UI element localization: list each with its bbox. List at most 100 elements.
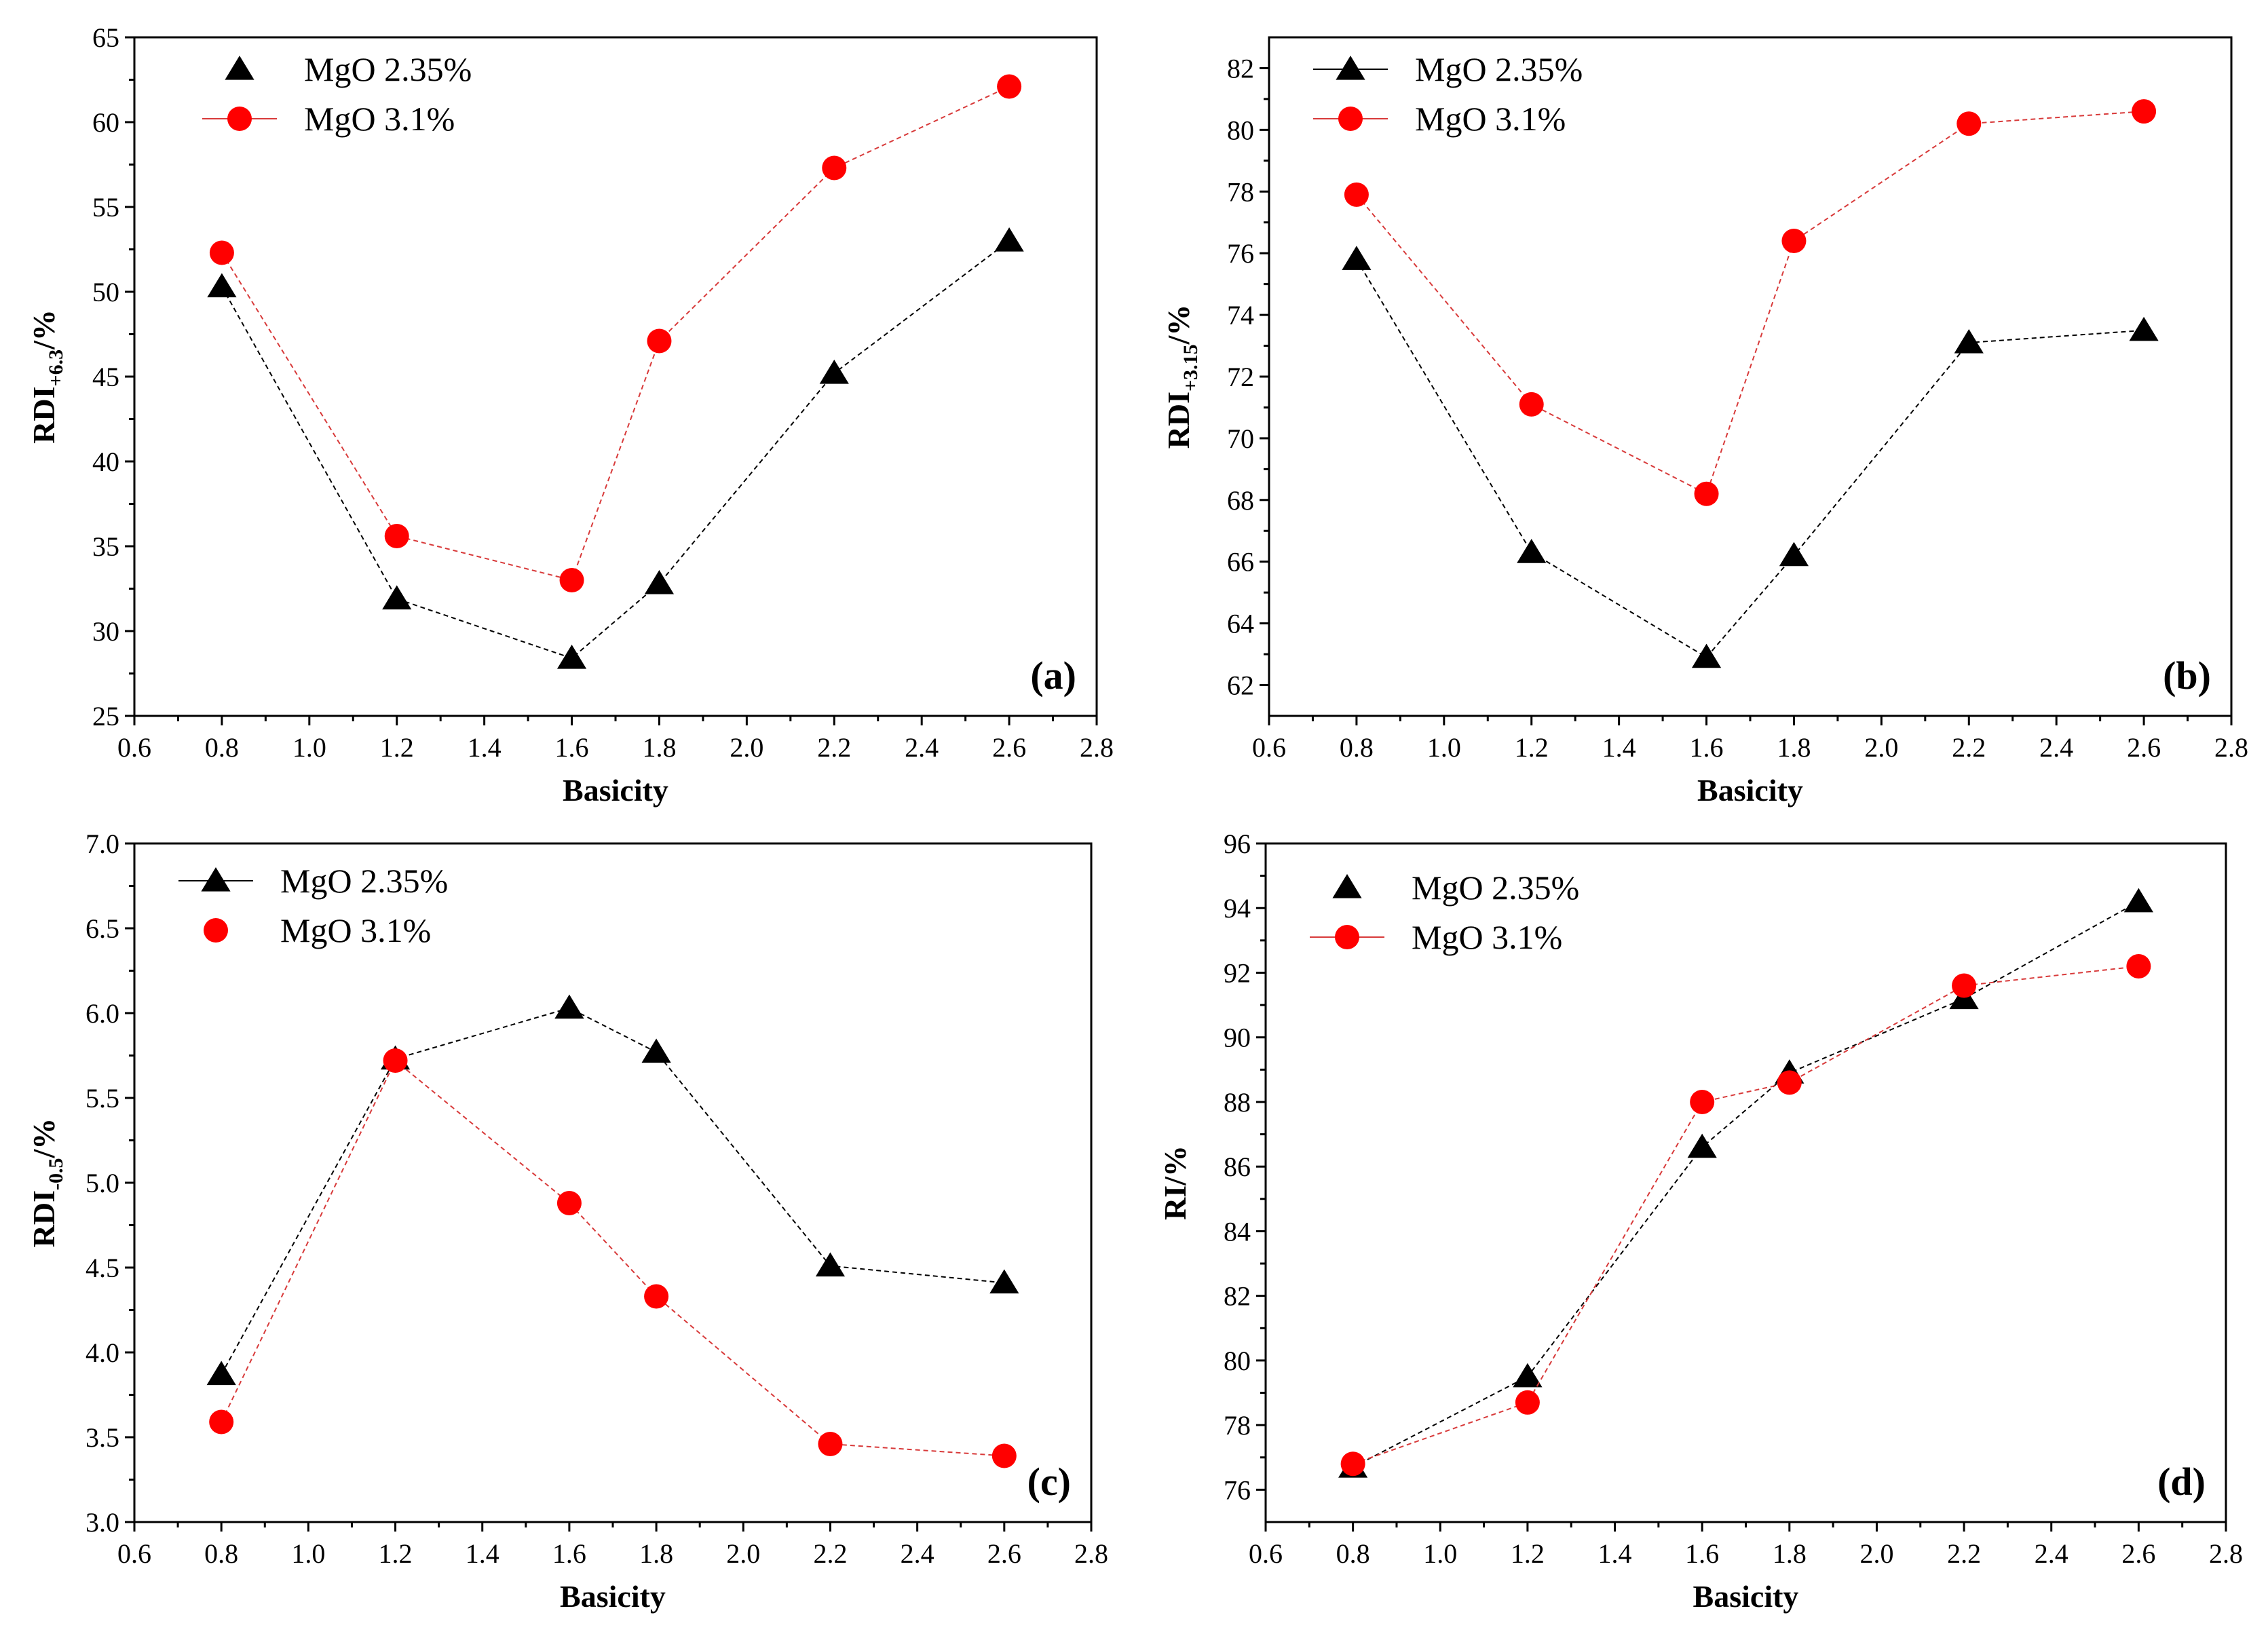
data-point-circle — [1694, 481, 1719, 506]
y-tick-label: 78 — [1227, 176, 1254, 207]
series-mgo-2-35 — [206, 994, 1019, 1386]
data-point-triangle — [815, 1252, 846, 1277]
data-point-triangle — [207, 273, 237, 298]
x-tick-label: 2.4 — [2039, 732, 2073, 763]
data-point-triangle — [989, 1269, 1019, 1294]
y-tick-label: 55 — [92, 192, 119, 223]
data-point-triangle — [1342, 246, 1372, 270]
x-tick-label: 2.2 — [817, 732, 851, 763]
y-axis-title: RDI+6.3/% — [26, 309, 67, 444]
y-axis-title-suffix: /% — [1158, 1145, 1192, 1186]
y-tick-label: 76 — [1224, 1475, 1251, 1505]
data-point-circle — [997, 74, 1022, 99]
x-tick-label: 2.6 — [987, 1538, 1021, 1569]
y-tick-label: 7.0 — [86, 829, 119, 859]
y-tick-label: 65 — [92, 22, 119, 53]
data-point-triangle — [994, 227, 1024, 252]
y-tick-label: 70 — [1227, 423, 1254, 454]
x-tick-label: 1.0 — [292, 732, 326, 763]
series-line — [221, 240, 1010, 660]
chart-panel-2: 0.6 0.8 1.0 1.2 1.4 1.6 1.8 2.0 2.2 2.4 2.6 2.8 62 64… — [1161, 36, 2248, 808]
y-tick-label: 62 — [1227, 670, 1254, 701]
x-tick-label: 1.8 — [642, 732, 676, 763]
y-tick-label: 60 — [92, 107, 119, 138]
panel-label: (a) — [1030, 653, 1076, 698]
y-tick-label: 66 — [1227, 547, 1254, 577]
y-tick-label: 30 — [92, 616, 119, 647]
y-tick-label: 74 — [1227, 300, 1254, 330]
series-line — [221, 1007, 1004, 1375]
panel-label: (d) — [2157, 1460, 2206, 1504]
data-point-circle — [818, 1432, 843, 1456]
legend-marker-circle — [1338, 107, 1363, 131]
x-tick-label: 0.6 — [117, 1538, 151, 1569]
data-point-triangle — [556, 645, 587, 669]
x-tick-label: 0.8 — [204, 1538, 238, 1569]
series-line — [221, 1059, 1004, 1457]
x-tick-label: 0.6 — [1252, 732, 1286, 763]
x-tick-label: 2.0 — [730, 732, 763, 763]
data-point-circle — [644, 1284, 669, 1309]
y-tick-label: 82 — [1224, 1281, 1251, 1312]
data-point-triangle — [1779, 542, 1809, 567]
legend-marker-circle — [227, 107, 252, 131]
series-mgo-3-1 — [1340, 953, 2151, 1477]
data-point-triangle — [1517, 539, 1547, 563]
x-tick-label: 1.4 — [466, 1538, 499, 1569]
data-point-circle — [1515, 1390, 1540, 1415]
y-axis-title-subscript: +6.3 — [45, 349, 67, 387]
y-tick-label: 94 — [1224, 893, 1251, 924]
x-tick-label: 2.2 — [1947, 1538, 1981, 1569]
legend-marker-triangle — [225, 56, 254, 80]
plot-frame — [1264, 842, 2227, 1523]
x-tick-label: 2.8 — [1074, 1538, 1108, 1569]
series-line — [1353, 900, 2139, 1468]
x-tick-label: 2.6 — [2127, 732, 2161, 763]
x-tick-label: 1.4 — [1598, 1538, 1632, 1569]
data-point-triangle — [1954, 329, 1984, 354]
x-tick-label: 0.6 — [1249, 1538, 1283, 1569]
y-tick-label: 78 — [1224, 1410, 1251, 1441]
legend-label: MgO 3.1% — [1415, 100, 1566, 138]
y-tick-label: 4.5 — [86, 1253, 119, 1283]
y-axis-title-suffix: /% — [26, 1118, 61, 1159]
series-mgo-3-1 — [1344, 99, 2157, 506]
y-axis-title-main: RDI — [26, 1190, 61, 1247]
x-tick-label: 1.2 — [1515, 732, 1549, 763]
series-mgo-2-35 — [1338, 888, 2153, 1478]
x-tick-label: 2.6 — [2121, 1538, 2155, 1569]
panel-label: (b) — [2163, 653, 2211, 698]
panel-label: (c) — [1027, 1460, 1071, 1504]
x-axis-title: Basicity — [1697, 773, 1803, 808]
data-point-triangle — [1687, 1133, 1717, 1158]
x-tick-label: 1.8 — [639, 1538, 673, 1569]
x-tick-label: 1.2 — [379, 1538, 413, 1569]
data-point-circle — [822, 155, 847, 180]
data-point-circle — [556, 1191, 582, 1215]
x-tick-label: 2.4 — [901, 1538, 934, 1569]
legend-label: MgO 2.35% — [1415, 50, 1583, 88]
x-tick-label: 1.4 — [468, 732, 502, 763]
x-tick-label: 1.0 — [1427, 732, 1461, 763]
series-line — [221, 86, 1010, 582]
y-tick-label: 6.0 — [86, 998, 119, 1029]
y-tick-label: 40 — [92, 446, 119, 477]
data-point-circle — [209, 1409, 234, 1434]
y-tick-label: 80 — [1224, 1346, 1251, 1376]
legend: MgO 2.35% MgO 3.1% — [1313, 50, 1583, 138]
x-tick-label: 1.6 — [555, 732, 589, 763]
x-tick-label: 2.8 — [1080, 732, 1114, 763]
y-tick-label: 80 — [1227, 115, 1254, 145]
x-tick-label: 2.2 — [813, 1538, 847, 1569]
y-tick-label: 82 — [1227, 53, 1254, 83]
y-tick-label: 25 — [92, 701, 119, 732]
data-point-triangle — [2129, 316, 2159, 341]
y-tick-label: 86 — [1224, 1152, 1251, 1182]
y-tick-label: 92 — [1224, 957, 1251, 988]
legend-marker-triangle — [1332, 874, 1362, 898]
legend: MgO 2.35% MgO 3.1% — [178, 862, 448, 949]
y-axis-title-main: RI — [1158, 1185, 1192, 1220]
y-tick-label: 64 — [1227, 609, 1254, 639]
x-tick-label: 0.6 — [117, 732, 151, 763]
